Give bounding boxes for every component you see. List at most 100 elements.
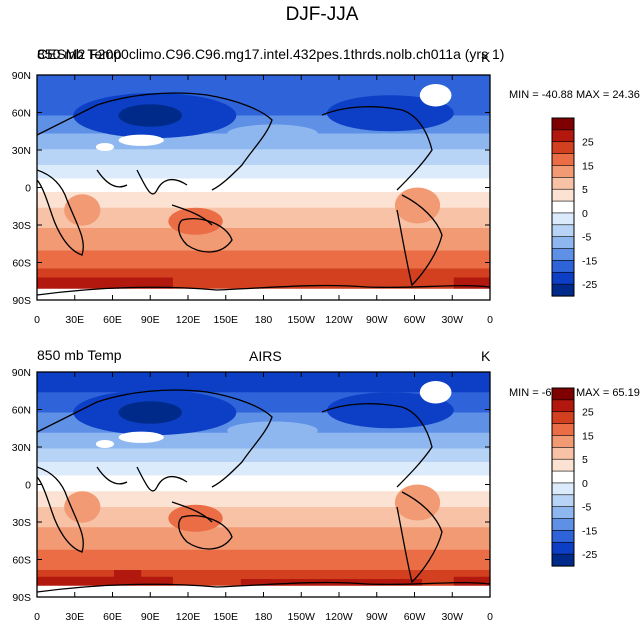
colorbar-swatch [551, 423, 575, 437]
colorbar-label: 5 [582, 454, 588, 466]
field-cold-namerica [326, 392, 454, 429]
coastline-australia [178, 515, 233, 550]
field-band [37, 462, 490, 476]
field-missing-pole [37, 288, 490, 300]
field-band [37, 549, 490, 571]
field-cold-namerica [326, 95, 454, 132]
colorbar-swatch [551, 411, 575, 425]
colorbar-swatch [551, 482, 575, 496]
y-tick-label: 30S [12, 517, 31, 529]
field-band [37, 507, 490, 528]
colorbar-swatch [551, 236, 575, 250]
field-pacific-mild [227, 421, 318, 440]
colorbar-label: 0 [582, 478, 588, 490]
coastline-samerica [396, 194, 443, 287]
colorbar-2 [551, 387, 575, 567]
field-warm-samerica [394, 187, 441, 224]
field-cold-siberia [118, 401, 182, 424]
field-band [37, 149, 490, 166]
colorbar-label: -5 [582, 232, 591, 244]
map-field-2 [37, 372, 490, 597]
field-band [37, 268, 490, 278]
panel1-case-label: CESM2 F2000climo.C96.C96.mg17.intel.432p… [37, 46, 505, 62]
field-band [37, 165, 490, 179]
field-band [37, 475, 490, 492]
colorbar-swatch [551, 177, 575, 190]
colorbar-label: 15 [582, 430, 594, 442]
x-tick-label: 30E [65, 611, 84, 623]
field-missing-himalaya [95, 439, 115, 449]
colorbar-frame [551, 117, 575, 297]
colorbar-swatch [551, 224, 575, 238]
panel2-obs-label: AIRS [249, 348, 282, 364]
coastline-antarctica [37, 581, 490, 593]
x-tick-label: 0 [487, 314, 493, 326]
colorbar-swatch [551, 271, 575, 285]
field-band [37, 207, 490, 229]
field-warm-australia [168, 504, 223, 532]
colorbar-label: 25 [582, 407, 594, 419]
colorbar-swatch [551, 283, 575, 297]
colorbar-swatch [551, 470, 575, 484]
x-tick-label: 90E [141, 314, 160, 326]
colorbar-label: 5 [582, 184, 588, 196]
coastline-samerica [396, 491, 443, 584]
colorbar-label: -5 [582, 502, 591, 514]
map-panel-1 [36, 74, 491, 301]
coastline-africa [37, 466, 84, 553]
colorbar-swatch [551, 129, 575, 143]
coastline-africa [37, 169, 84, 256]
x-tick-label: 60E [103, 314, 122, 326]
y-tick-label: 30S [12, 220, 31, 232]
coastline-namerica [321, 403, 433, 488]
x-tick-label: 90W [366, 611, 388, 623]
y-tick-label: 60N [12, 108, 31, 120]
field-band [37, 178, 490, 193]
field-warm-australia [168, 207, 223, 235]
field-warm-africa [64, 194, 101, 226]
x-tick-label: 180 [255, 314, 273, 326]
panel1-minmax-label: MIN = -40.88 MAX = 24.36 [509, 89, 640, 101]
x-tick-label: 30W [441, 611, 463, 623]
coastline-indonesia [171, 204, 213, 226]
colorbar-swatch [551, 518, 575, 531]
colorbar-label: -15 [582, 255, 597, 267]
colorbar-swatch [551, 141, 575, 155]
colorbar-label: -15 [582, 525, 597, 537]
colorbar-swatch [551, 553, 575, 567]
field-missing-greenland [419, 381, 452, 404]
colorbar-swatch [551, 399, 575, 413]
colorbar-frame [551, 387, 575, 567]
y-tick-label: 90N [12, 70, 31, 82]
x-tick-label: 0 [34, 314, 40, 326]
field-band [37, 570, 490, 578]
map-field-1 [37, 75, 490, 300]
colorbar-swatch [551, 117, 575, 131]
y-tick-label: 60S [12, 555, 31, 567]
field-missing-tibet [118, 134, 164, 146]
coastline-eurasia [37, 389, 273, 488]
colorbar-swatch [551, 260, 575, 273]
field-missing-tibet [118, 431, 164, 443]
x-tick-label: 150E [213, 314, 238, 326]
field-warm-africa [64, 491, 101, 523]
y-tick-label: 90S [12, 295, 31, 307]
y-tick-label: 30N [12, 145, 31, 157]
y-tick-label: 90S [12, 592, 31, 604]
coastline-arabia [96, 169, 128, 188]
x-tick-label: 90E [141, 611, 160, 623]
coastline-indonesia [171, 501, 213, 523]
x-tick-label: 150E [213, 611, 238, 623]
map-panel-2 [36, 371, 491, 598]
y-tick-label: 30N [12, 442, 31, 454]
field-band [37, 448, 490, 463]
colorbar-swatch [551, 435, 575, 448]
colorbar-label: -25 [582, 279, 597, 291]
figure-title: DJF-JJA [285, 4, 359, 25]
x-tick-label: 180 [255, 611, 273, 623]
colorbar-swatch [551, 165, 575, 178]
panel2-units-label: K [481, 348, 491, 364]
x-tick-label: 120E [176, 314, 201, 326]
coastline-arabia [96, 466, 128, 485]
